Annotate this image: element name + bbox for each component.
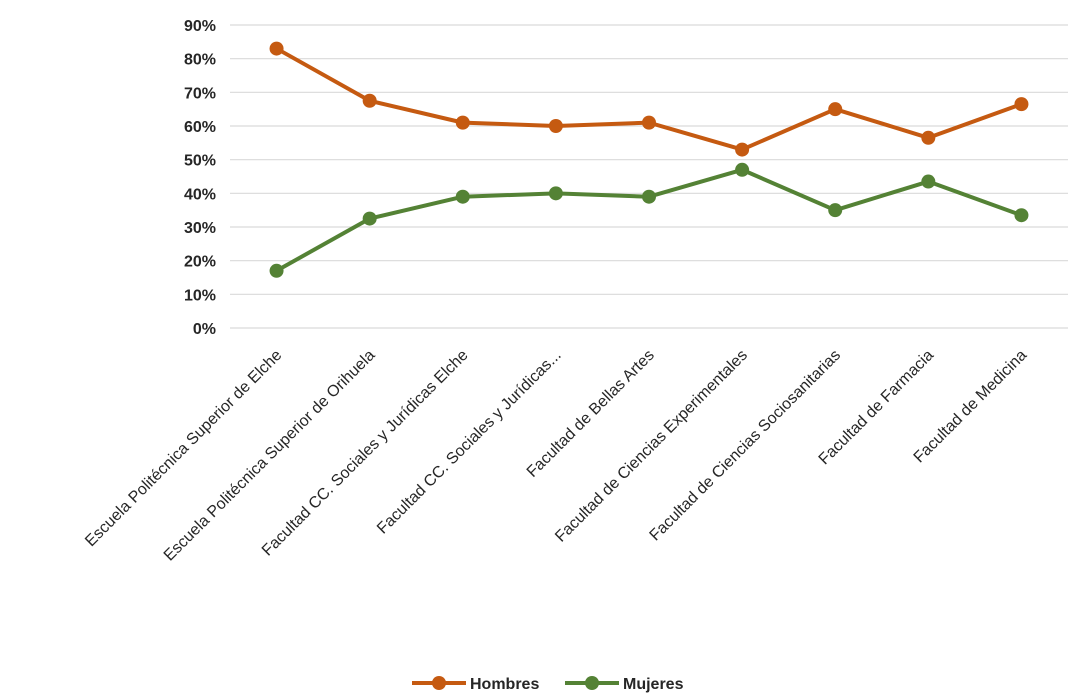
data-point (735, 162, 750, 177)
y-axis-tick-labels: 0% 10% 20% 30% 40% 50% 60% 70% 80% 90% (184, 18, 216, 338)
data-point (455, 115, 470, 130)
series-line (274, 167, 1024, 273)
data-point (269, 263, 284, 278)
x-tick-label: Facultad CC. Sociales y Jurídicas Elche (259, 347, 472, 560)
legend-marker (585, 676, 599, 690)
x-axis-category-labels: Escuela Politécnica Superior de ElcheEsc… (82, 347, 1030, 565)
series-line (274, 46, 1024, 152)
y-tick-label: 20% (184, 254, 216, 271)
data-point (362, 93, 377, 108)
data-point (921, 174, 936, 189)
legend: Hombres Mujeres (412, 676, 684, 693)
data-point (269, 41, 284, 56)
legend-item-mujeres: Mujeres (565, 676, 684, 693)
data-point (548, 186, 563, 201)
legend-marker (432, 676, 446, 690)
series-mujeres (269, 162, 1029, 278)
y-tick-label: 10% (184, 287, 216, 304)
y-tick-label: 70% (184, 85, 216, 102)
x-tick-label: Escuela Politécnica Superior de Elche (82, 347, 285, 550)
y-tick-label: 60% (184, 119, 216, 136)
data-point (455, 189, 470, 204)
data-point (735, 142, 750, 157)
x-tick-label: Facultad de Ciencias Sociosanitarias (647, 347, 845, 545)
legend-label: Hombres (470, 676, 539, 693)
x-tick-label: Escuela Politécnica Superior de Orihuela (161, 347, 379, 565)
y-tick-label: 30% (184, 220, 216, 237)
legend-item-hombres: Hombres (412, 676, 539, 693)
y-tick-label: 40% (184, 186, 216, 203)
legend-label: Mujeres (623, 676, 684, 693)
data-point (362, 211, 377, 226)
series-hombres (269, 41, 1029, 157)
data-point (1014, 97, 1029, 112)
y-tick-label: 80% (184, 52, 216, 69)
gridlines (230, 24, 1068, 329)
data-point (642, 115, 656, 130)
x-tick-label: Facultad CC. Sociales y Jurídicas... (374, 347, 565, 538)
y-tick-label: 50% (184, 153, 216, 170)
x-tick-label: Facultad de Ciencias Experimentales (552, 347, 751, 546)
y-tick-label: 0% (193, 321, 216, 338)
data-point (642, 189, 656, 204)
data-point (1014, 208, 1029, 223)
y-tick-label: 90% (184, 18, 216, 35)
data-point (921, 130, 936, 145)
data-point (548, 119, 563, 133)
data-point (828, 102, 843, 117)
series-layer (269, 41, 1029, 278)
data-point (828, 203, 843, 218)
